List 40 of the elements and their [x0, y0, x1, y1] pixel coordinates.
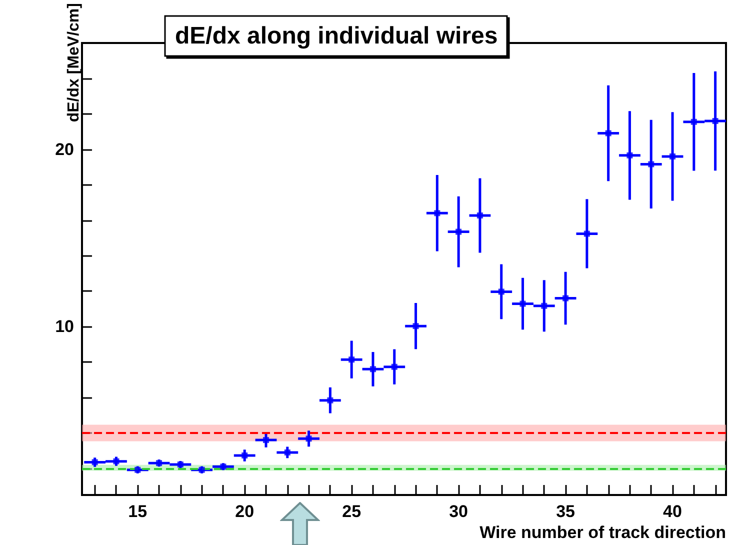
- point: [498, 288, 504, 295]
- x-tick-label: 20: [235, 502, 254, 521]
- point: [242, 452, 248, 458]
- x-tick-label: 35: [556, 502, 575, 521]
- point: [562, 295, 569, 302]
- point: [584, 230, 590, 237]
- x-tick-label: 25: [342, 502, 362, 521]
- x-axis-title: Wire number of track direction: [480, 523, 726, 542]
- point: [648, 161, 654, 168]
- point: [134, 466, 141, 473]
- point: [306, 436, 312, 442]
- point: [177, 462, 184, 468]
- point: [220, 464, 226, 470]
- point: [456, 228, 462, 235]
- point: [434, 210, 440, 216]
- point: [605, 130, 612, 136]
- y-tick-label: 10: [55, 317, 74, 336]
- point: [520, 300, 526, 307]
- point: [412, 323, 419, 330]
- point: [391, 364, 398, 370]
- y-axis-title: dE/dx [MeV/cm]: [66, 3, 82, 122]
- point: [263, 437, 269, 444]
- point: [670, 153, 676, 160]
- point: [156, 460, 162, 466]
- point: [712, 118, 718, 124]
- chart-title: dE/dx along individual wires: [175, 22, 498, 50]
- point: [198, 466, 205, 473]
- point: [626, 152, 633, 158]
- x-tick-label: 40: [663, 502, 682, 521]
- point: [113, 458, 120, 464]
- point: [541, 302, 548, 309]
- point: [284, 449, 290, 456]
- x-tick-label: 30: [449, 502, 468, 521]
- point: [476, 212, 483, 218]
- point: [348, 356, 355, 363]
- point: [370, 366, 376, 372]
- x-tick-label: 15: [128, 502, 148, 521]
- point: [327, 397, 334, 404]
- point: [92, 459, 98, 466]
- point: [690, 118, 697, 125]
